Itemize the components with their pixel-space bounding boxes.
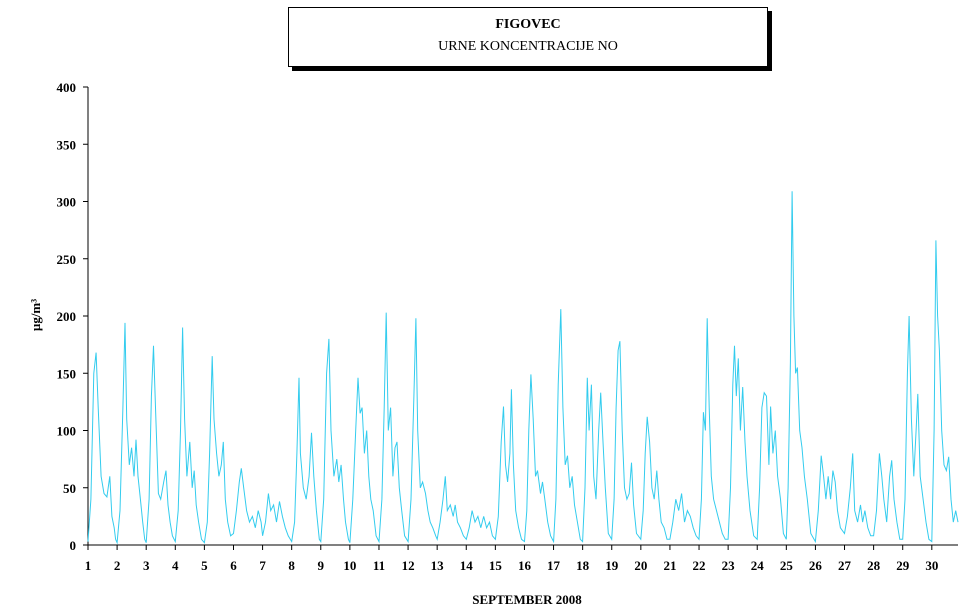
chart-subtitle: URNE KONCENTRACIJE NO — [438, 39, 618, 54]
x-axis-label: SEPTEMBER 2008 — [472, 592, 582, 606]
y-tick-label: 50 — [63, 481, 76, 496]
x-tick-label: 17 — [547, 558, 561, 573]
x-tick-label: 7 — [259, 558, 266, 573]
x-tick-label: 12 — [402, 558, 415, 573]
y-axis-ticks: 0 50 100 150 200 250 300 350 400 — [57, 80, 88, 553]
x-tick-label: 13 — [431, 558, 445, 573]
x-tick-label: 1 — [85, 558, 92, 573]
x-tick-label: 27 — [838, 558, 852, 573]
y-tick-label: 250 — [57, 252, 77, 267]
x-tick-label: 25 — [780, 558, 794, 573]
title-box: FIGOVEC URNE KONCENTRACIJE NO — [288, 7, 768, 67]
x-tick-label: 20 — [634, 558, 647, 573]
x-tick-label: 23 — [722, 558, 736, 573]
y-tick-label: 200 — [57, 309, 77, 324]
y-tick-label: 150 — [57, 366, 77, 381]
y-axis-label: µg/m³ — [28, 299, 43, 331]
y-tick-label: 350 — [57, 137, 77, 152]
x-tick-label: 8 — [288, 558, 295, 573]
x-tick-label: 19 — [605, 558, 619, 573]
x-tick-label: 15 — [489, 558, 503, 573]
x-tick-label: 29 — [896, 558, 910, 573]
y-tick-label: 300 — [57, 195, 77, 210]
x-tick-label: 18 — [576, 558, 590, 573]
no-concentration-line — [87, 191, 959, 545]
x-tick-label: 5 — [201, 558, 208, 573]
x-tick-label: 2 — [114, 558, 121, 573]
x-tick-label: 21 — [663, 558, 676, 573]
x-tick-label: 4 — [172, 558, 179, 573]
x-tick-label: 9 — [318, 558, 325, 573]
y-tick-label: 100 — [57, 424, 77, 439]
x-tick-label: 26 — [809, 558, 823, 573]
x-tick-label: 10 — [343, 558, 356, 573]
x-tick-label: 30 — [925, 558, 938, 573]
x-tick-label: 22 — [693, 558, 706, 573]
y-tick-label: 0 — [70, 538, 77, 553]
x-axis-ticks: 1 2 3 4 5 6 7 8 9 10 11 12 13 14 15 16 17 18 19 20 21 22 23 24 2… — [85, 545, 938, 573]
x-tick-label: 24 — [751, 558, 765, 573]
x-tick-label: 16 — [518, 558, 532, 573]
x-tick-label: 6 — [230, 558, 237, 573]
x-tick-label: 3 — [143, 558, 150, 573]
x-tick-label: 14 — [460, 558, 474, 573]
x-tick-label: 11 — [373, 558, 385, 573]
chart-title: FIGOVEC — [495, 17, 561, 32]
x-tick-label: 28 — [867, 558, 881, 573]
y-tick-label: 400 — [57, 80, 77, 95]
